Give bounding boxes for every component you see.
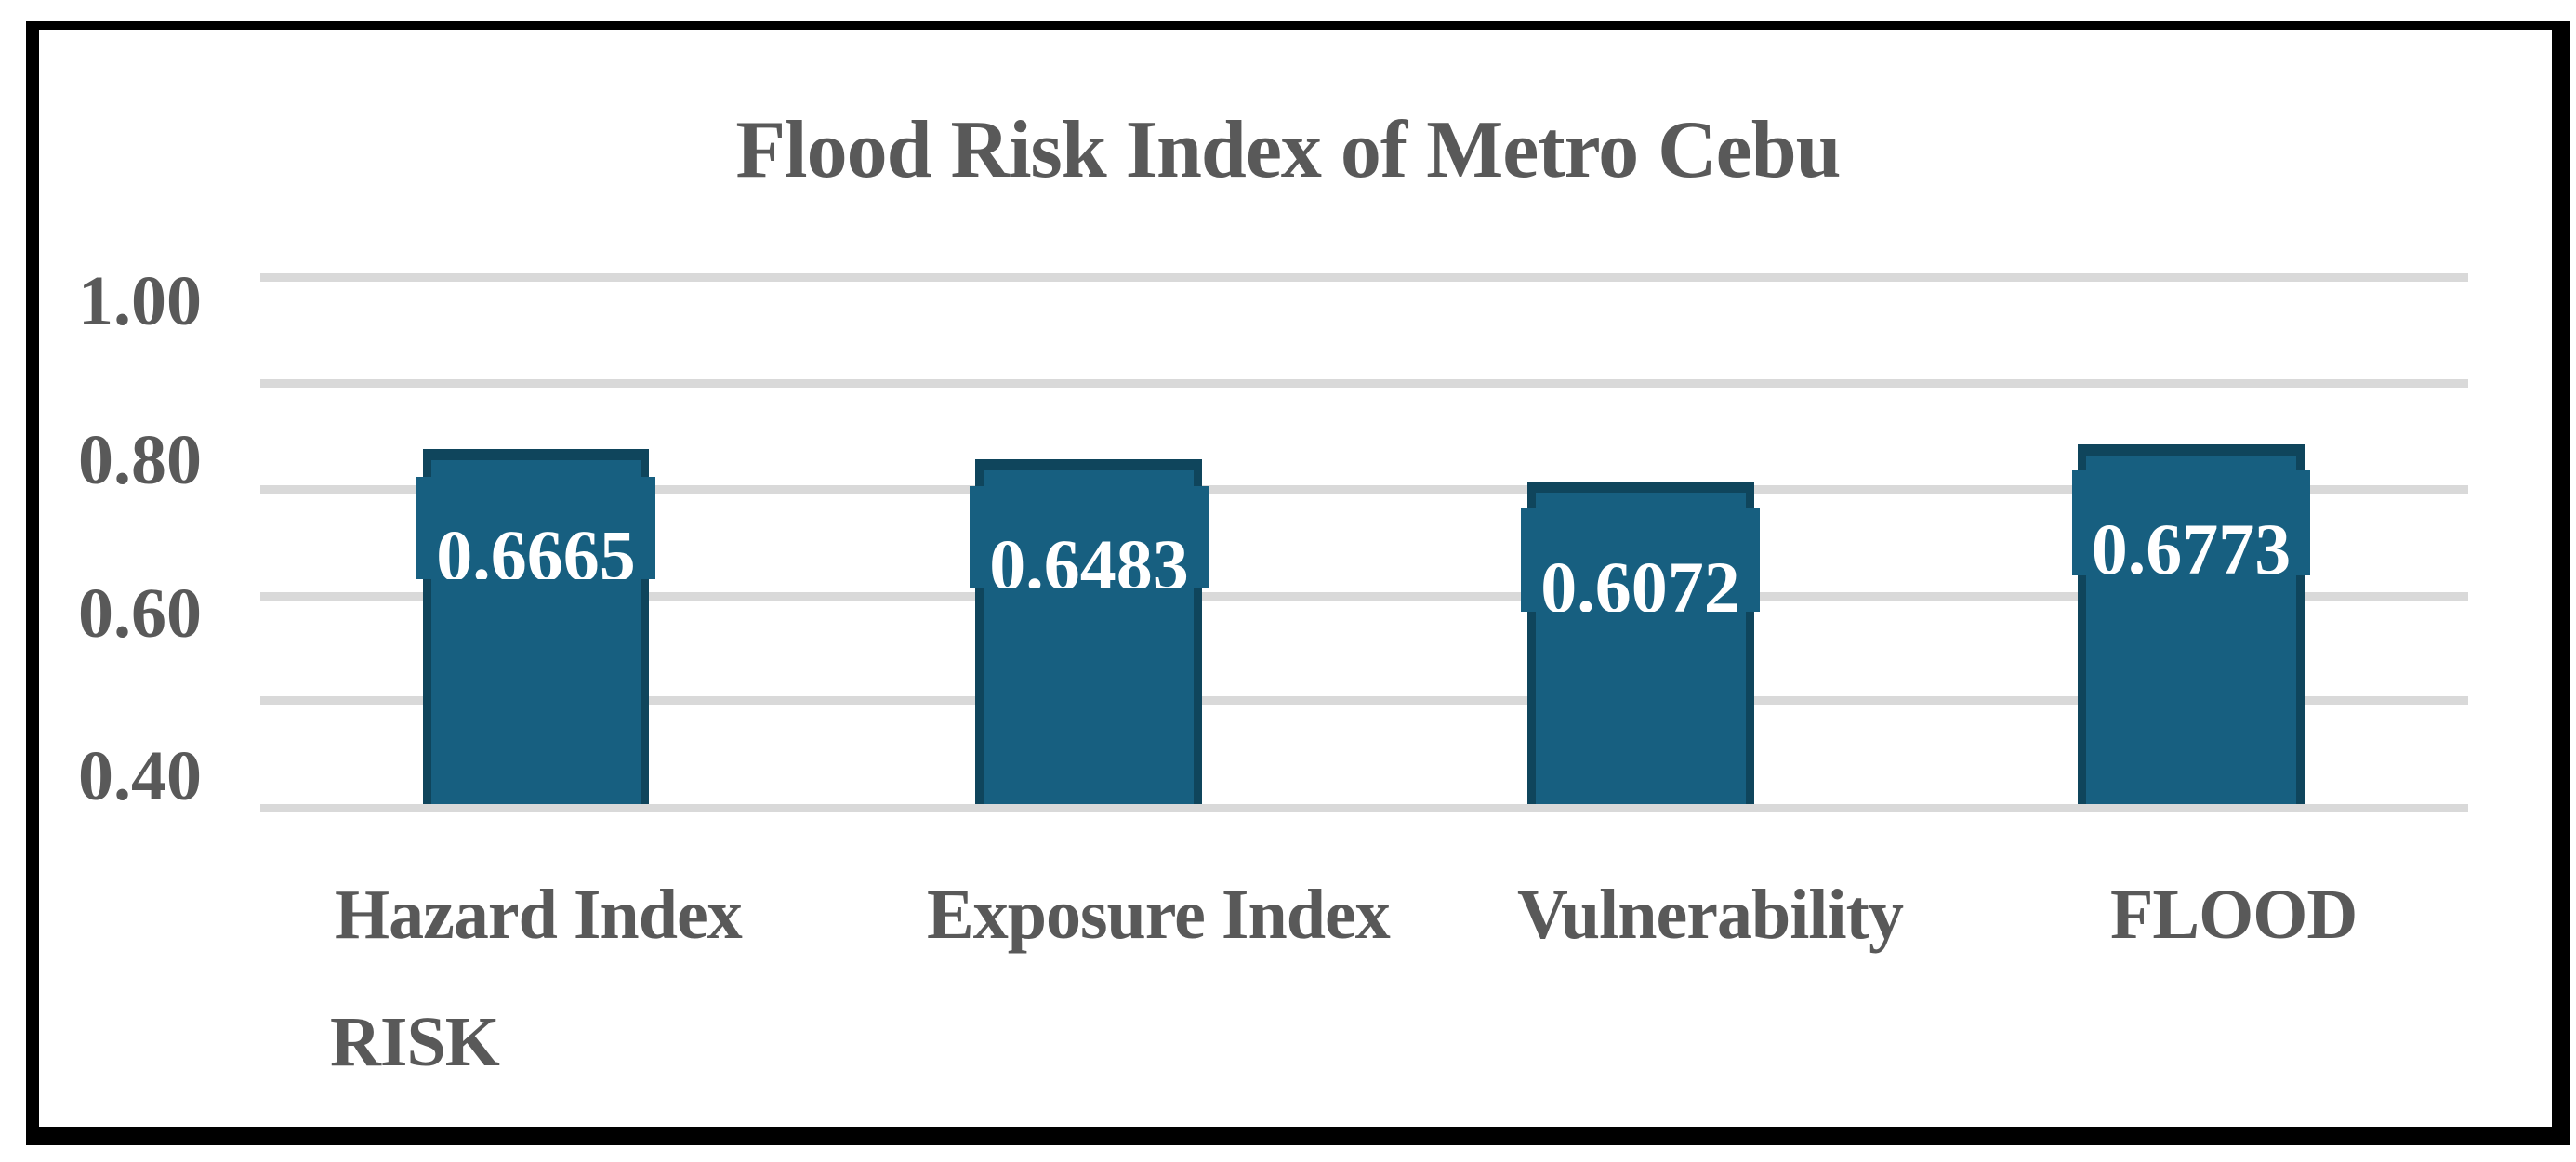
data-label-box-exposure: 0.6483	[970, 486, 1209, 588]
chart-title: Flood Risk Index of Metro Cebu	[735, 105, 1841, 195]
ytick-label: 1.00	[78, 262, 202, 340]
ytick-label: 0.40	[78, 737, 202, 815]
data-label-box-hazard: 0.6665	[416, 477, 655, 579]
xaxis-label-vulnerability: Vulnerability	[1517, 876, 1904, 954]
data-label-exposure: 0.6483	[989, 524, 1189, 589]
gridline	[260, 485, 2468, 494]
gridline	[260, 379, 2468, 388]
xaxis-label-risk-wrapped: RISK	[330, 1003, 500, 1081]
gridline	[260, 273, 2468, 282]
data-label-box-flood-risk: 0.6773	[2072, 470, 2310, 575]
data-label-box-vulnerability: 0.6072	[1521, 508, 1760, 612]
data-label-vulnerability: 0.6072	[1540, 547, 1740, 613]
ytick-label: 0.60	[78, 574, 202, 653]
gridline	[260, 696, 2468, 705]
xaxis-label-flood: FLOOD	[2110, 876, 2358, 954]
gridline	[260, 592, 2468, 601]
xaxis-label-hazard-index: Hazard Index	[335, 876, 743, 954]
baseline-gridline	[260, 804, 2468, 812]
ytick-label: 0.80	[78, 421, 202, 499]
data-label-flood-risk: 0.6773	[2091, 508, 2292, 576]
xaxis-label-exposure-index: Exposure Index	[927, 876, 1391, 954]
data-label-hazard: 0.6665	[436, 515, 636, 580]
